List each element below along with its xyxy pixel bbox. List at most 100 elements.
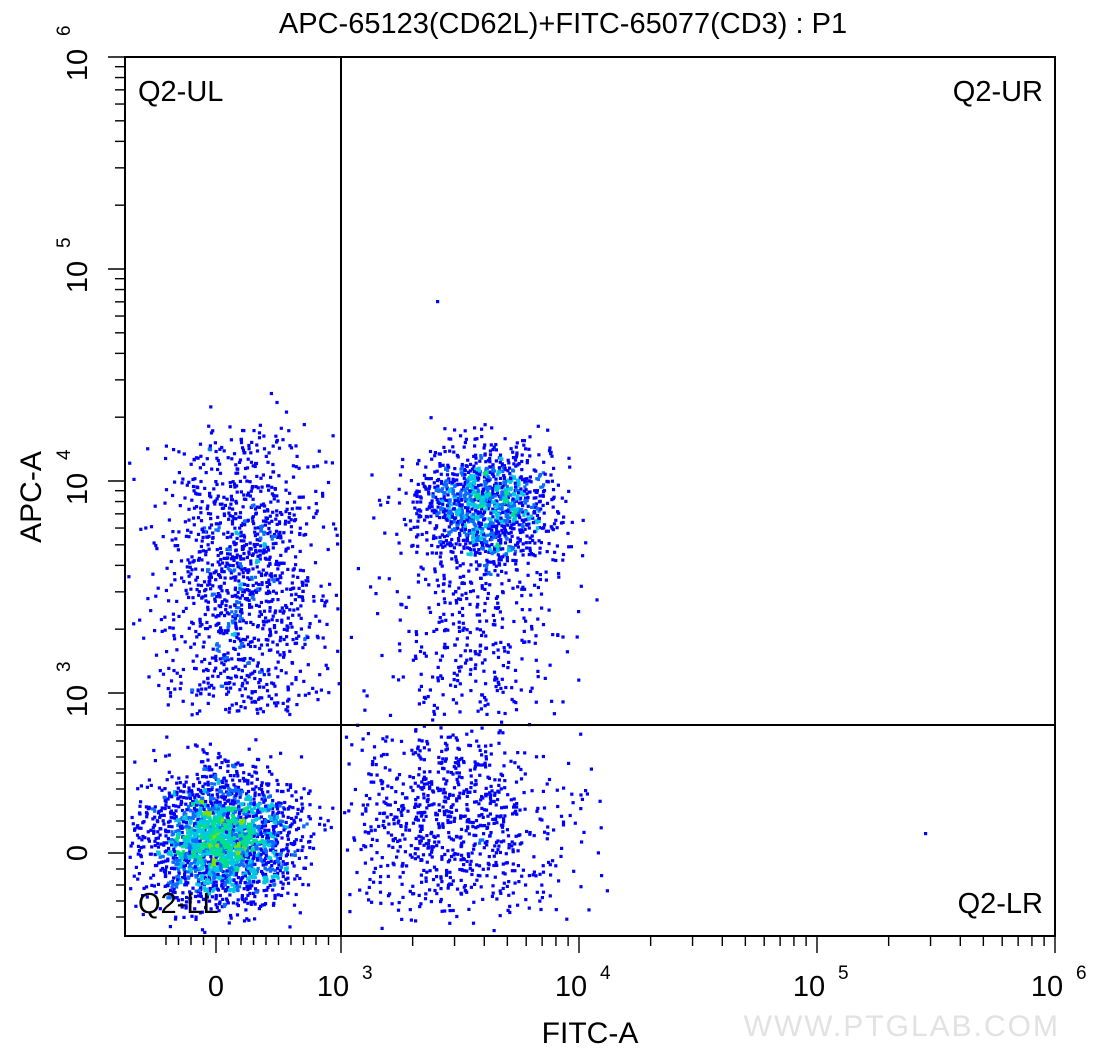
data-point <box>284 519 288 523</box>
data-point <box>515 496 519 501</box>
data-point <box>478 505 482 509</box>
data-point <box>226 530 230 534</box>
data-point <box>306 579 310 583</box>
data-point <box>251 814 256 818</box>
data-point <box>297 613 301 617</box>
data-point <box>181 862 185 866</box>
data-point <box>235 771 239 775</box>
data-point <box>230 814 234 818</box>
data-point <box>214 654 218 658</box>
data-point <box>252 522 256 526</box>
data-point <box>186 570 190 574</box>
data-point <box>212 686 216 690</box>
data-point <box>266 819 270 823</box>
data-point <box>476 483 481 488</box>
data-point <box>308 839 312 844</box>
data-point <box>226 793 230 797</box>
data-point <box>241 619 246 623</box>
data-point <box>464 514 468 518</box>
data-point <box>497 522 501 526</box>
data-point <box>487 499 491 503</box>
data-point <box>224 681 228 685</box>
data-point <box>230 833 235 837</box>
data-point <box>256 711 260 715</box>
data-point <box>219 811 223 815</box>
data-point <box>183 877 187 881</box>
data-point <box>161 672 166 676</box>
data-point <box>500 486 504 490</box>
data-point <box>497 535 501 539</box>
data-point <box>267 770 272 774</box>
data-point <box>216 862 220 866</box>
data-point <box>464 542 468 546</box>
data-point <box>248 480 252 484</box>
data-point <box>193 865 197 869</box>
data-point <box>509 548 513 552</box>
data-point <box>482 475 487 479</box>
data-point <box>491 463 495 467</box>
data-point <box>266 669 270 673</box>
data-point <box>206 832 210 836</box>
data-point <box>434 536 438 540</box>
data-point <box>528 536 532 540</box>
data-point <box>202 789 206 793</box>
data-point <box>153 629 157 633</box>
data-point <box>156 836 160 840</box>
data-point <box>223 845 227 849</box>
data-point <box>241 898 245 902</box>
data-point <box>186 875 190 879</box>
data-point <box>229 502 233 506</box>
data-point <box>453 497 457 501</box>
data-point <box>214 449 218 454</box>
data-point <box>280 836 284 840</box>
data-point <box>518 516 522 520</box>
data-point <box>153 815 157 819</box>
data-point <box>241 776 245 780</box>
data-point <box>538 551 542 555</box>
data-point <box>300 848 304 853</box>
data-point <box>249 845 253 849</box>
data-point <box>209 587 213 591</box>
data-point <box>453 527 457 531</box>
data-point <box>149 828 153 832</box>
data-point <box>178 865 182 869</box>
data-point <box>176 828 180 833</box>
data-point <box>431 536 436 541</box>
data-point <box>199 817 203 821</box>
data-point <box>435 469 439 473</box>
data-point <box>463 441 467 445</box>
data-point <box>286 699 290 703</box>
data-point <box>189 809 193 813</box>
data-point <box>584 541 588 545</box>
data-point <box>156 586 160 590</box>
data-point <box>183 870 187 874</box>
data-point <box>179 903 184 907</box>
data-point <box>268 869 273 873</box>
data-point <box>221 886 225 890</box>
data-point <box>567 456 571 460</box>
data-point <box>253 895 257 899</box>
data-point <box>398 473 403 477</box>
data-point <box>271 842 275 846</box>
data-point <box>206 569 210 574</box>
data-point <box>561 552 566 557</box>
data-point <box>177 776 181 780</box>
data-point <box>278 639 282 643</box>
data-point <box>514 455 518 459</box>
data-point <box>302 787 306 791</box>
data-point <box>307 691 311 696</box>
data-point <box>191 783 196 787</box>
data-point <box>445 503 450 508</box>
data-point <box>510 474 514 478</box>
data-point <box>275 859 279 863</box>
data-point <box>201 821 205 825</box>
data-point <box>203 875 207 879</box>
data-point <box>254 461 258 466</box>
data-point <box>295 636 299 640</box>
data-point <box>226 625 230 630</box>
data-point <box>206 605 210 609</box>
data-point <box>527 553 531 557</box>
data-point <box>273 701 277 705</box>
data-point <box>416 533 420 537</box>
data-point <box>206 878 210 882</box>
